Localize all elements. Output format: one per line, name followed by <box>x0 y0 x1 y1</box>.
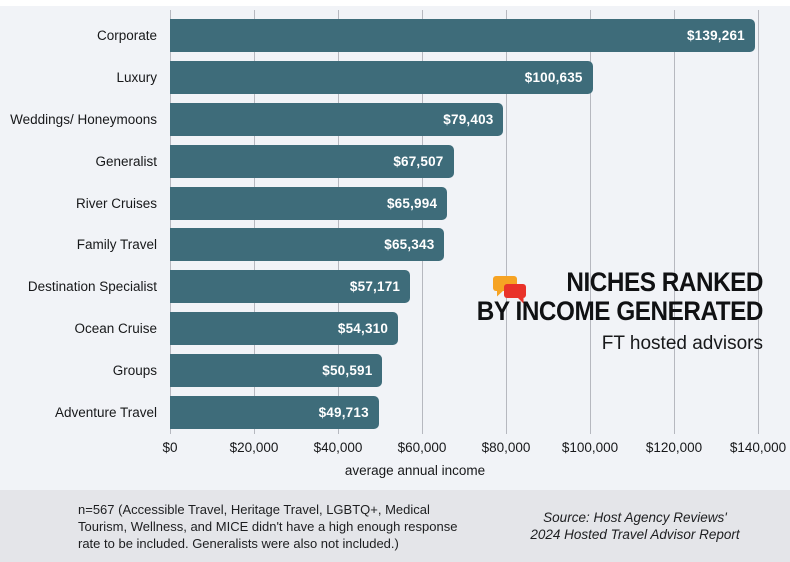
bar: $65,343 <box>170 228 445 262</box>
bar: $67,507 <box>170 144 454 178</box>
bar: $100,635 <box>170 61 593 95</box>
x-axis-label: average annual income <box>344 463 486 478</box>
bar-value-label: $65,343 <box>384 237 435 253</box>
x-axis-tick-label: $0 <box>162 440 178 455</box>
bar-value-label: $67,507 <box>393 153 444 169</box>
bar-row: River Cruises $65,994 <box>0 182 790 224</box>
title-block: NICHES RANKED BY INCOME GENERATED FT hos… <box>445 267 764 355</box>
bar-row: Generalist $67,507 <box>0 140 790 182</box>
chart-title-line-1: NICHES RANKED <box>566 267 763 297</box>
source-attribution: Source: Host Agency Reviews' 2024 Hosted… <box>480 509 790 543</box>
bar-row: Corporate $139,261 <box>0 15 790 57</box>
category-label: River Cruises <box>75 195 157 211</box>
bar-row: Adventure Travel $49,713 <box>0 391 790 433</box>
x-axis-tick-label: $20,000 <box>229 440 279 455</box>
gridline <box>254 10 255 434</box>
chart-subtitle: FT hosted advisors <box>601 333 763 354</box>
bar: $49,713 <box>170 395 379 429</box>
host-agency-reviews-logo <box>493 276 526 304</box>
bar: $79,403 <box>170 102 504 136</box>
top-white-strip <box>0 0 790 6</box>
gridline <box>422 10 423 434</box>
bar-value-label: $65,994 <box>386 195 438 211</box>
bar-value-label: $49,713 <box>318 404 369 420</box>
chart-title-line-2: BY INCOME GENERATED <box>476 296 764 326</box>
bar-row: Weddings/ Honeymoons $79,403 <box>0 99 790 141</box>
x-axis-tick-label: $140,000 <box>729 440 787 455</box>
bar-row: Destination Specialist $57,171 <box>0 266 790 308</box>
x-axis-tick-label: $120,000 <box>645 440 703 455</box>
gridline <box>758 10 759 434</box>
bar: $50,591 <box>170 353 383 387</box>
category-label: Adventure Travel <box>54 404 157 420</box>
x-axis-tick-label: $100,000 <box>561 440 619 455</box>
x-axis-tick-label: $60,000 <box>397 440 447 455</box>
x-axis-tick-label: $40,000 <box>313 440 363 455</box>
bar-value-label: $54,310 <box>337 320 389 336</box>
gridline <box>170 10 171 434</box>
bar-row: Luxury $100,635 <box>0 57 790 99</box>
category-label: Ocean Cruise <box>74 320 157 336</box>
bar: $139,261 <box>170 19 755 53</box>
gridline <box>338 10 339 434</box>
bar-value-label: $50,591 <box>322 362 373 378</box>
bar-row: Family Travel $65,343 <box>0 224 790 266</box>
bar-row: Groups $50,591 <box>0 349 790 391</box>
category-label: Destination Specialist <box>27 279 157 295</box>
bar-row: Ocean Cruise $54,310 <box>0 308 790 350</box>
x-axis-tick-label: $80,000 <box>481 440 531 455</box>
category-label: Groups <box>112 362 157 378</box>
gridline <box>506 10 507 434</box>
bar: $65,994 <box>170 186 448 220</box>
category-label: Family Travel <box>76 237 157 253</box>
footer: n=567 (Accessible Travel, Heritage Trave… <box>0 490 790 562</box>
red-speech-bubble-icon <box>504 284 526 304</box>
gridline <box>590 10 591 434</box>
bar-rows: Corporate $139,261 Luxury $100,635 Weddings/… <box>0 15 790 433</box>
source-line-1: Source: Host Agency Reviews' <box>543 510 727 525</box>
bar-value-label: $100,635 <box>524 70 583 86</box>
source-line-2: 2024 Hosted Travel Advisor Report <box>530 527 740 542</box>
bar-value-label: $57,171 <box>349 279 401 295</box>
category-label: Corporate <box>96 28 157 44</box>
category-label: Generalist <box>95 153 157 169</box>
bar-chart: Corporate $139,261 Luxury $100,635 Weddings/… <box>0 10 790 478</box>
gridline <box>674 10 675 434</box>
category-label: Luxury <box>116 70 157 86</box>
category-label: Weddings/ Honeymoons <box>10 111 157 127</box>
bar: $57,171 <box>170 270 411 304</box>
bar-value-label: $79,403 <box>443 111 494 127</box>
bar-value-label: $139,261 <box>686 28 745 44</box>
bar: $54,310 <box>170 311 399 345</box>
sample-size-note: n=567 (Accessible Travel, Heritage Trave… <box>78 501 458 551</box>
